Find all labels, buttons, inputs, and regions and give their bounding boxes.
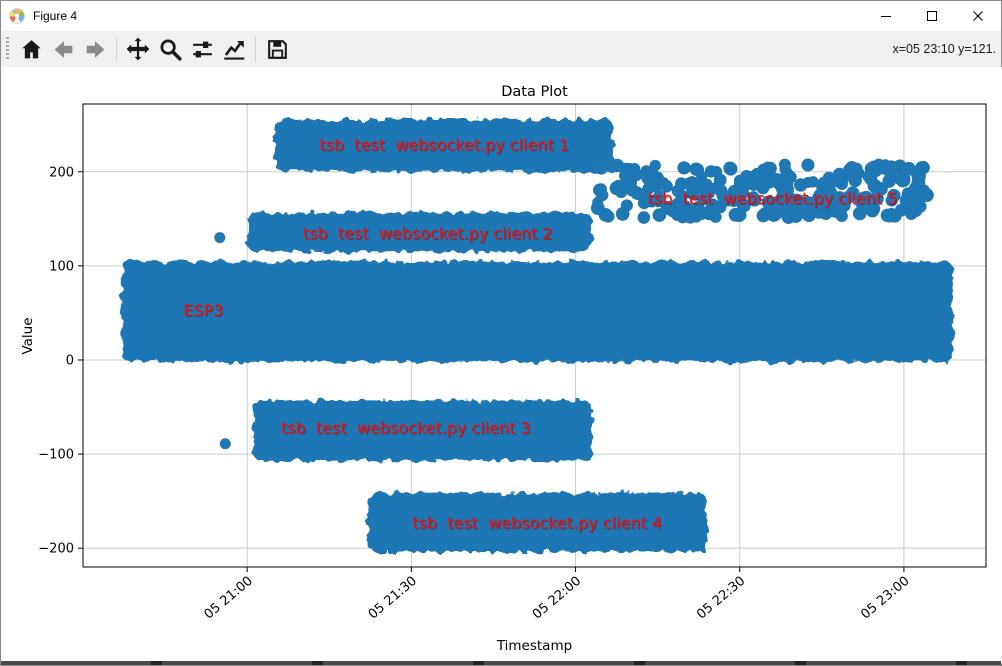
scatter-band-client-2 (247, 212, 592, 252)
axes-edit-icon (224, 40, 245, 60)
x-axis-label: Timestamp (496, 638, 572, 654)
pan-button[interactable] (123, 34, 153, 64)
outlier-point (214, 232, 226, 244)
maximize-icon (927, 11, 937, 21)
toolbar-separator (116, 36, 117, 62)
home-button[interactable] (16, 34, 46, 64)
scatter-band-esp3 (121, 261, 954, 362)
scatter-band-client-5 (590, 158, 934, 224)
x-tick-label: 05 22:00 (530, 574, 584, 623)
x-tick-label: 05 23:00 (858, 574, 912, 623)
annotation-client-5: tsb test websocket.py client 5 (648, 189, 898, 208)
back-arrow-icon (54, 40, 72, 58)
toolbar-grip-handle[interactable] (6, 37, 9, 61)
x-tick-label: 05 21:30 (366, 574, 420, 623)
toolbar-separator (255, 36, 256, 62)
minimize-icon (881, 16, 891, 17)
x-tick-label: 05 21:00 (202, 574, 256, 623)
annotation-client-3: tsb test websocket.py client 3 (281, 419, 531, 438)
y-tick-label: 200 (49, 165, 74, 180)
annotation-esp3: ESP3 (183, 301, 223, 320)
customize-button[interactable] (219, 34, 249, 64)
figure-toolbar: x=05 23:10 y=121. (1, 31, 1001, 67)
scatter-band-client-4 (367, 492, 707, 552)
window-controls (863, 1, 1001, 31)
figure-canvas[interactable]: 200 100 0 −100 −200 05 21:00 05 21:30 05 22:00 0… (1, 67, 1002, 663)
close-button[interactable] (955, 1, 1001, 31)
subplots-sliders-icon (192, 41, 212, 57)
scatter-band-client-1 (274, 119, 614, 172)
y-axis-label: Value (20, 317, 36, 354)
y-tick-label: 0 (66, 353, 74, 368)
annotation-client-4: tsb test websocket.py client 4 (412, 514, 662, 533)
annotation-client-1: tsb test websocket.py client 1 (319, 135, 569, 154)
maximize-button[interactable] (909, 1, 955, 31)
forward-button[interactable] (80, 34, 110, 64)
subplots-button[interactable] (187, 34, 217, 64)
pan-icon (126, 37, 150, 61)
close-icon (973, 11, 983, 21)
y-tick-label: −200 (38, 542, 74, 557)
minimize-button[interactable] (863, 1, 909, 31)
window-bottom-border (1, 661, 1001, 665)
scatter-plot: 200 100 0 −100 −200 05 21:00 05 21:30 05 22:00 0… (20, 84, 987, 654)
y-tick-label: −100 (38, 448, 74, 463)
outlier-point (219, 438, 231, 450)
annotation-client-2: tsb test websocket.py client 2 (303, 224, 553, 243)
zoom-magnifier-icon (159, 38, 182, 61)
x-tick-label: 05 22:30 (694, 574, 748, 623)
plot-spines (82, 103, 987, 568)
zoom-button[interactable] (155, 34, 185, 64)
window-title-bar[interactable]: Figure 4 (1, 1, 1001, 31)
plot-title: Data Plot (501, 84, 568, 100)
y-tick-label: 100 (49, 259, 74, 274)
window-title: Figure 4 (33, 9, 78, 23)
cursor-position-readout: x=05 23:10 y=121. (892, 42, 996, 56)
back-button[interactable] (48, 34, 78, 64)
home-icon (21, 39, 41, 58)
save-button[interactable] (262, 34, 292, 64)
save-floppy-icon (267, 39, 287, 59)
scatter-band-client-3 (252, 400, 592, 461)
matplotlib-logo-icon (9, 8, 25, 24)
forward-arrow-icon (86, 40, 104, 58)
